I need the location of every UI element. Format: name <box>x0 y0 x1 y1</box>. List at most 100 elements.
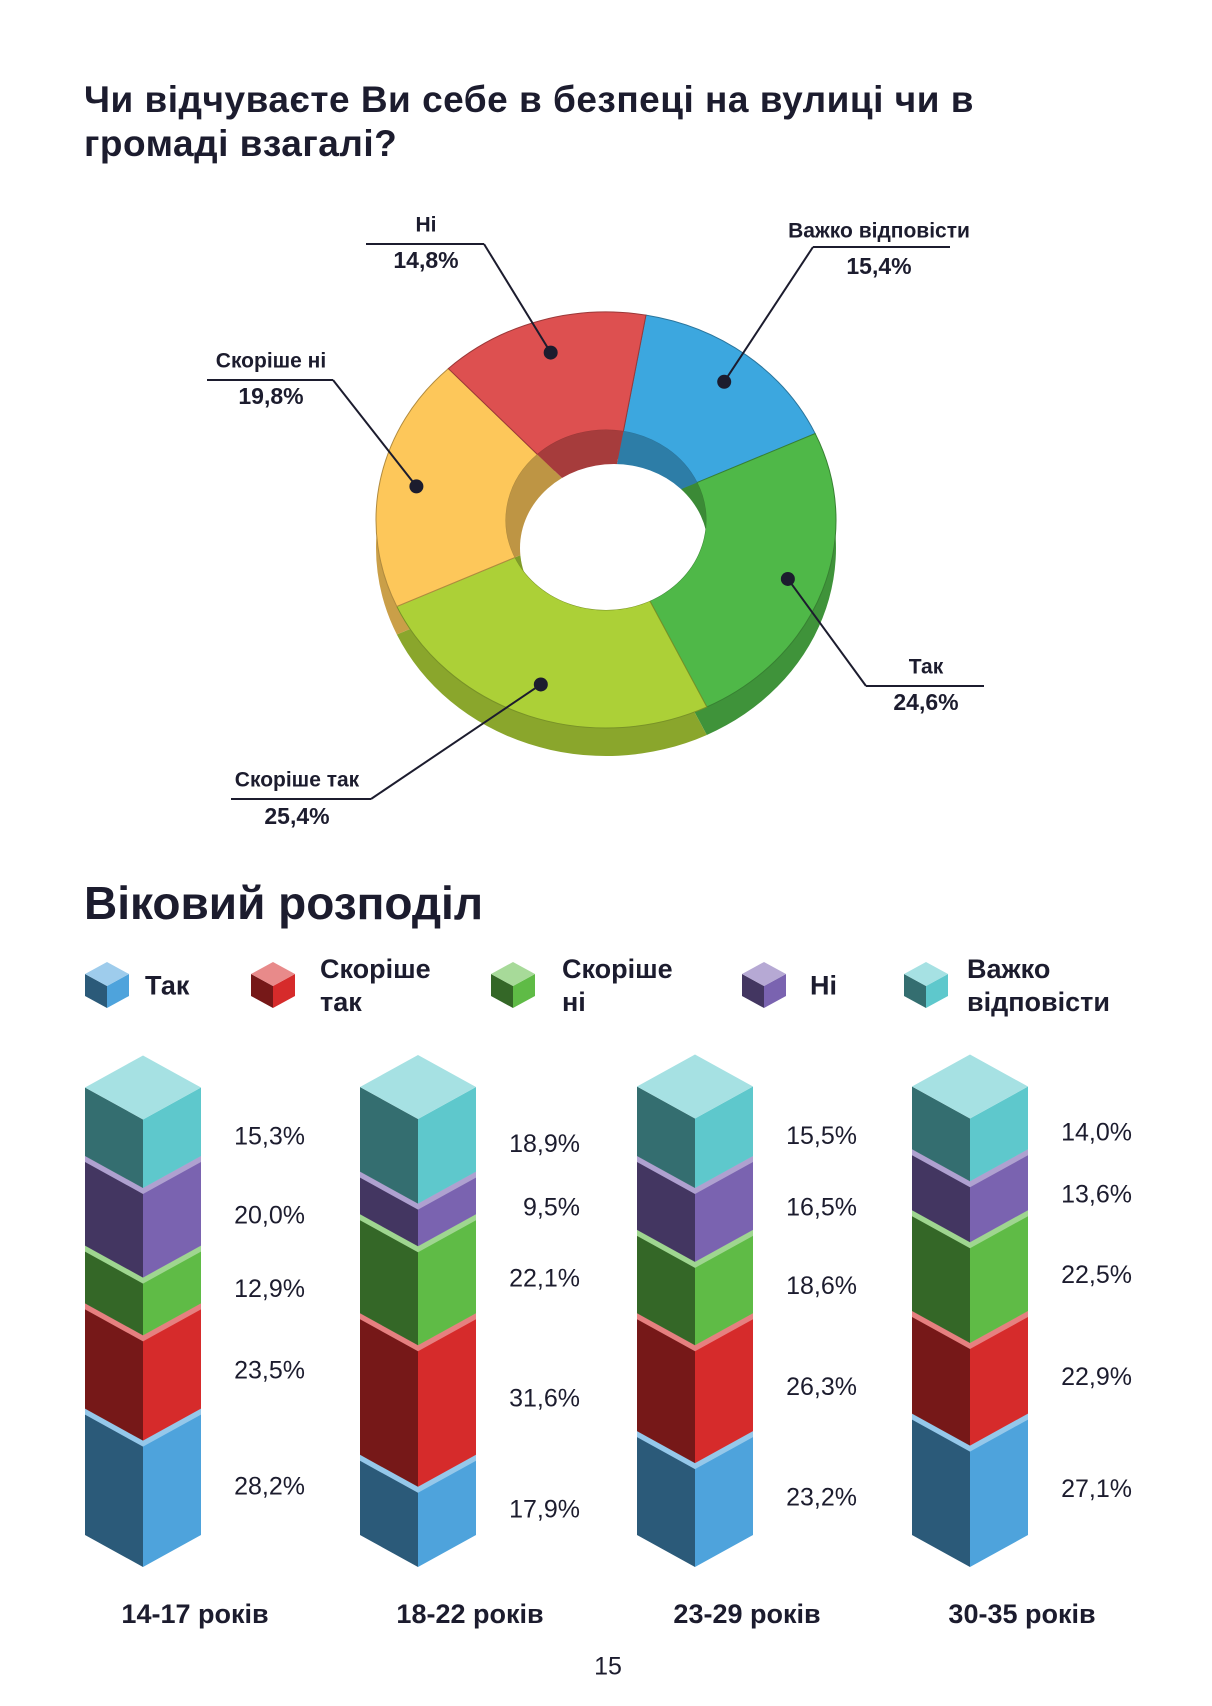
face-band <box>912 1149 970 1188</box>
bar-segment <box>912 1149 1028 1243</box>
face-right <box>695 1431 753 1567</box>
face-right <box>926 974 948 1008</box>
slice-value: 14,8% <box>393 247 458 273</box>
value-label: 18,6% <box>786 1272 857 1300</box>
face-band <box>637 1313 695 1352</box>
callout-dot <box>409 479 424 494</box>
value-label: 9,5% <box>523 1194 580 1222</box>
face-left <box>637 1431 695 1567</box>
face-band <box>912 1210 970 1249</box>
face-left <box>912 1413 970 1567</box>
slice-label: Так <box>909 656 944 679</box>
face-right <box>764 974 786 1008</box>
chart-title: Чи відчуваєте Ви себе в безпеці на вулиц… <box>84 79 974 164</box>
callout-dot <box>780 571 795 586</box>
face-right <box>107 974 129 1008</box>
face-band <box>418 1171 476 1210</box>
bar-segment <box>912 1413 1028 1567</box>
value-label: 14,0% <box>1061 1119 1132 1147</box>
face-band <box>360 1454 418 1493</box>
face-left <box>85 1087 143 1188</box>
face-band <box>637 1431 695 1470</box>
legend-label: Скоріше ні <box>562 954 673 1017</box>
face-top <box>491 962 535 986</box>
face-right <box>143 1087 201 1188</box>
slice-value: 24,6% <box>893 689 958 715</box>
face-band <box>912 1311 970 1349</box>
bar-segment <box>912 1054 1028 1182</box>
legend-icon <box>742 962 786 1008</box>
face-right <box>143 1155 201 1278</box>
slice-value: 25,4% <box>264 803 329 829</box>
slice-label: Скоріше так <box>235 769 360 792</box>
face-left <box>360 1313 418 1487</box>
face-right <box>970 1413 1028 1567</box>
legend-icon <box>85 962 129 1008</box>
value-label: 22,9% <box>1061 1363 1132 1391</box>
face-left <box>637 1086 695 1188</box>
bar-segment <box>637 1054 753 1188</box>
face-band <box>360 1214 418 1253</box>
value-label: 13,6% <box>1061 1180 1132 1208</box>
face-top <box>742 962 786 986</box>
bar-segment <box>360 1313 476 1487</box>
bar-segment <box>85 1155 201 1278</box>
face-right <box>970 1086 1028 1182</box>
face-top <box>85 1055 201 1120</box>
value-label: 31,6% <box>509 1385 580 1413</box>
callout-dot <box>533 677 548 692</box>
face-band <box>695 1313 753 1352</box>
face-left <box>904 974 926 1008</box>
face-left <box>912 1311 970 1446</box>
face-band <box>637 1155 695 1194</box>
section-title: Віковий розподіл <box>84 877 484 929</box>
face-right <box>143 1245 201 1336</box>
legend-icon <box>491 962 535 1008</box>
value-label: 23,2% <box>786 1484 857 1512</box>
face-top <box>904 962 948 986</box>
bar-segment <box>637 1313 753 1464</box>
face-left <box>360 1087 418 1204</box>
face-right <box>143 1408 201 1567</box>
slice <box>622 314 816 484</box>
face-right <box>273 974 295 1008</box>
slice-label: Важко відповісти <box>788 220 970 243</box>
face-band <box>418 1214 476 1253</box>
face-right <box>418 1171 476 1247</box>
hole <box>520 464 706 610</box>
face-left <box>85 1408 143 1567</box>
value-label: 17,9% <box>509 1496 580 1524</box>
value-label: 16,5% <box>786 1194 857 1222</box>
face-left <box>912 1149 970 1243</box>
face-left <box>360 1214 418 1346</box>
face-left <box>637 1313 695 1464</box>
bar-segment <box>85 1245 201 1336</box>
face-band <box>143 1408 201 1447</box>
face-left <box>85 974 107 1008</box>
value-label: 20,0% <box>234 1201 305 1229</box>
legend-label: Важко відповісти <box>967 954 1110 1017</box>
callout-dot <box>543 345 558 360</box>
value-label: 23,5% <box>234 1357 305 1385</box>
face-band <box>970 1149 1028 1188</box>
face-right <box>513 974 535 1008</box>
face-band <box>970 1311 1028 1349</box>
value-label: 18,9% <box>509 1130 580 1158</box>
face-top <box>360 1055 476 1119</box>
face-left <box>85 1155 143 1278</box>
value-label: 15,3% <box>234 1122 305 1150</box>
face-band <box>85 1245 143 1284</box>
face-left <box>85 1245 143 1336</box>
legend-label: Так <box>145 970 190 1001</box>
face-band <box>418 1313 476 1352</box>
face-right <box>695 1086 753 1188</box>
value-label: 15,5% <box>786 1122 857 1150</box>
face-right <box>418 1087 476 1204</box>
face-left <box>85 1303 143 1441</box>
callout-line <box>332 379 418 488</box>
x-tick-label: 14-17 років <box>121 1599 268 1629</box>
face-band <box>695 1155 753 1194</box>
face-band <box>85 1303 143 1342</box>
face-right <box>418 1313 476 1487</box>
